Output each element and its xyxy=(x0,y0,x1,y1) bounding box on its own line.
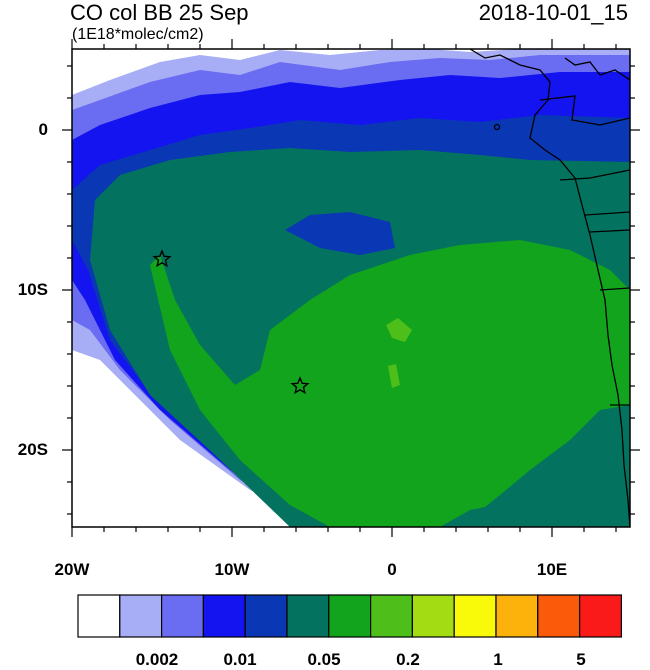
lon-label-10e: 10E xyxy=(536,560,568,579)
colorbar-swatch xyxy=(537,594,581,638)
patch-light-green-2 xyxy=(388,364,400,388)
co-field xyxy=(72,49,630,527)
lon-label-20w: 20W xyxy=(54,560,90,579)
colorbar-label: 0.01 xyxy=(223,650,257,669)
colorbar-swatch xyxy=(578,594,622,638)
colorbar-swatch xyxy=(453,594,497,638)
patch-teal-se xyxy=(460,405,630,527)
colorbar-swatch xyxy=(328,594,372,638)
colorbar-label: 0.05 xyxy=(307,650,341,669)
map-units: (1E18*molec/cm2) xyxy=(72,26,204,43)
lat-label-0: 0 xyxy=(38,120,48,139)
map-title: CO col BB 25 Sep xyxy=(70,0,249,25)
lon-label-10w: 10W xyxy=(214,560,250,579)
colorbar-label: 1 xyxy=(493,650,503,669)
coastline xyxy=(469,49,630,527)
patch-light-green-1 xyxy=(386,318,412,342)
lat-label-10s: 10S xyxy=(17,280,48,299)
star-marker-2 xyxy=(290,376,310,395)
plot-frame xyxy=(71,48,631,528)
colorbar-swatch xyxy=(370,594,414,638)
colorbar-swatch xyxy=(495,594,539,638)
tick-marks xyxy=(62,39,640,537)
colorbar-swatch xyxy=(286,594,330,638)
colorbar-swatch xyxy=(202,594,246,638)
map-datetime: 2018-10-01_15 xyxy=(478,0,628,25)
colorbar xyxy=(77,594,622,638)
patch-dark-blue xyxy=(285,212,395,255)
colorbar-label: 0.002 xyxy=(135,650,179,669)
lat-label-20s: 20S xyxy=(17,440,48,459)
band-green xyxy=(150,240,630,527)
colorbar-swatch xyxy=(161,594,205,638)
colorbar-swatch xyxy=(77,594,121,638)
lon-label-0: 0 xyxy=(387,560,397,579)
star-marker-1 xyxy=(152,249,172,268)
colorbar-swatch xyxy=(119,594,163,638)
colorbar-swatch xyxy=(411,594,455,638)
colorbar-label: 0.2 xyxy=(396,650,420,669)
colorbar-swatch xyxy=(244,594,288,638)
colorbar-label: 5 xyxy=(576,650,586,669)
